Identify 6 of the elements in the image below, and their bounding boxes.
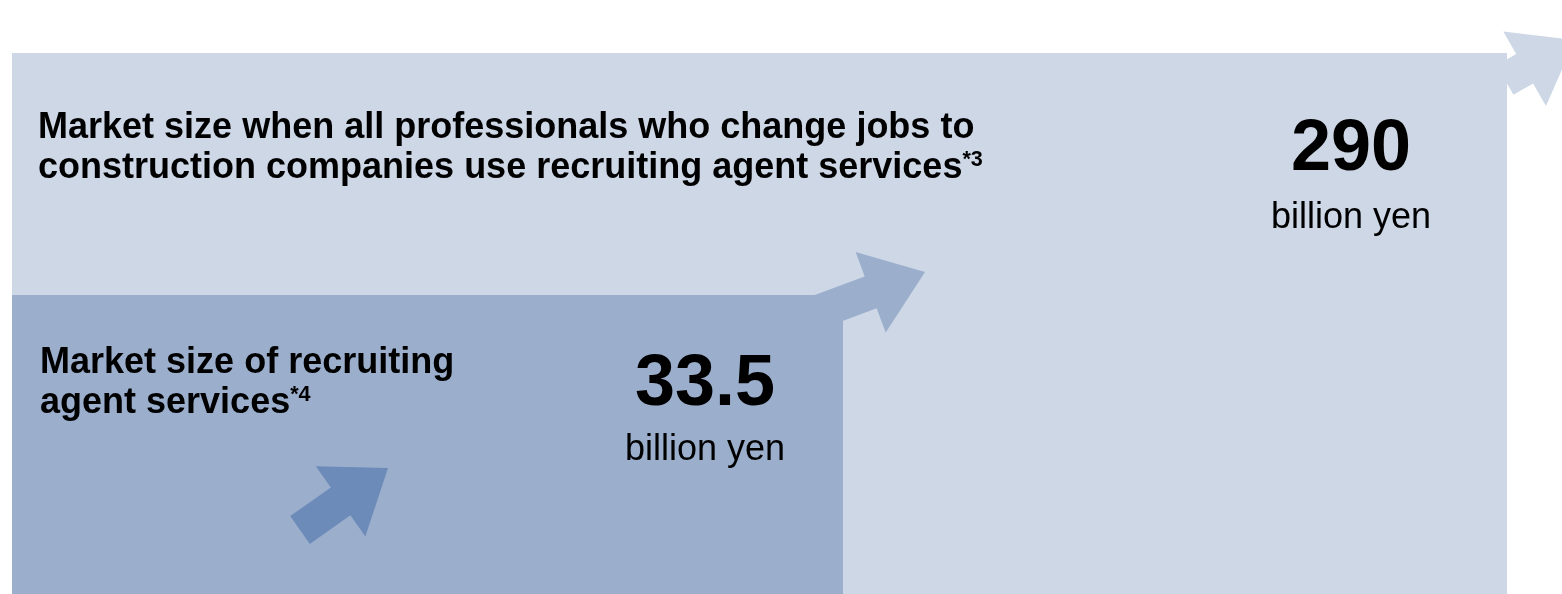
- text: billion yen: [1270, 195, 1432, 236]
- data-label: 290: [1290, 105, 1412, 185]
- category-label: Market size when all professionals who change jobs to construction companies use recruiting agent services$^{*3}$: [38, 105, 983, 186]
- data-label: 33.5: [634, 340, 776, 420]
- category-label: Market size of recruiting agent services$^{*4}$: [40, 340, 455, 421]
- text: billion yen: [624, 427, 786, 468]
